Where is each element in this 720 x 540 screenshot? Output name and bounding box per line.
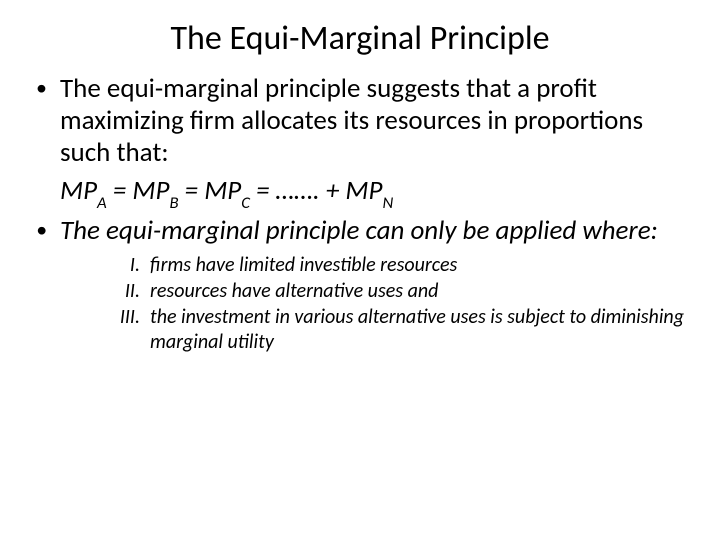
bullet-item-1: The equi-marginal principle suggests tha… <box>34 73 686 169</box>
roman-list: I. firms have limited investible resourc… <box>34 253 686 355</box>
formula-sub-c: C <box>241 193 250 213</box>
roman-num-3: III. <box>106 305 140 329</box>
formula-eq-1: = <box>107 174 133 207</box>
slide-body: The equi-marginal principle suggests tha… <box>34 73 686 354</box>
roman-num-2: II. <box>106 279 140 303</box>
formula-term-c: MP <box>204 174 241 207</box>
formula-sub-n: N <box>382 193 393 213</box>
formula-sub-a: A <box>97 193 107 213</box>
slide: The Equi-Marginal Principle The equi-mar… <box>0 0 720 540</box>
formula-term-b: MP <box>132 174 169 207</box>
roman-text-3: the investment in various alternative us… <box>150 305 684 353</box>
roman-item-2: II. resources have alternative uses and <box>106 279 686 303</box>
bullet-text-1: The equi-marginal principle suggests tha… <box>60 72 643 169</box>
bullet-list: The equi-marginal principle suggests tha… <box>34 73 686 169</box>
formula-line: MPA = MPB = MPC = ……. + MPN <box>34 175 686 211</box>
formula-eq-2: = <box>179 174 205 207</box>
bullet-list-2: The equi-marginal principle can only be … <box>34 215 686 247</box>
roman-text-2: resources have alternative uses and <box>150 279 438 303</box>
formula-term-n: MP <box>345 174 382 207</box>
roman-num-1: I. <box>106 253 140 277</box>
roman-item-1: I. firms have limited investible resourc… <box>106 253 686 277</box>
formula-eq-3: = ……. + <box>250 174 345 207</box>
roman-text-1: firms have limited investible resources <box>150 253 457 277</box>
formula-term-a: MP <box>60 174 97 207</box>
formula-sub-b: B <box>169 193 178 213</box>
slide-title: The Equi-Marginal Principle <box>34 18 686 59</box>
bullet-text-2: The equi-marginal principle can only be … <box>60 214 658 247</box>
bullet-item-2: The equi-marginal principle can only be … <box>34 215 686 247</box>
roman-item-3: III. the investment in various alternati… <box>106 305 686 354</box>
